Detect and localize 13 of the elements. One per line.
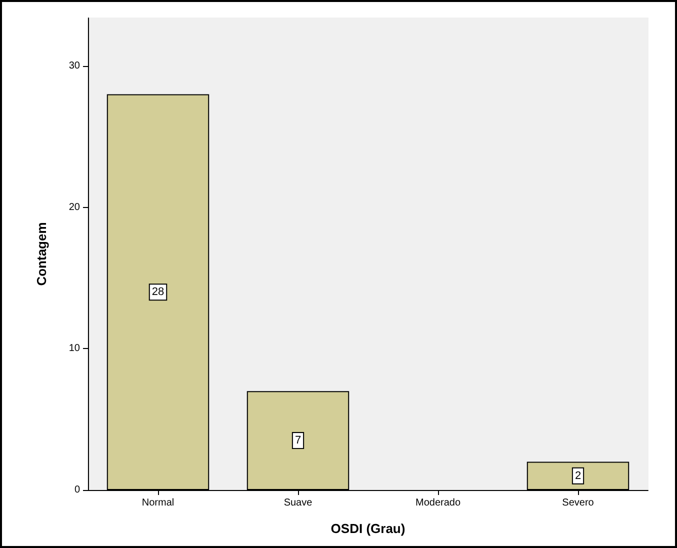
y-tick-label: 10: [68, 343, 80, 354]
x-tick-label: Suave: [284, 498, 313, 508]
data-label: 28: [152, 286, 164, 298]
y-axis-title: Contagem: [34, 222, 49, 286]
y-tick-label: 30: [68, 60, 80, 72]
x-axis-title: OSDI (Grau): [330, 521, 406, 536]
data-label: 7: [294, 434, 302, 447]
y-tick-label: 0: [74, 484, 80, 496]
data-label: 2: [574, 470, 582, 482]
y-tick-label: 20: [68, 202, 80, 213]
x-tick-label: Normal: [142, 498, 174, 508]
x-tick-label: Moderado: [415, 498, 461, 508]
x-tick-label: Severo: [562, 498, 594, 508]
